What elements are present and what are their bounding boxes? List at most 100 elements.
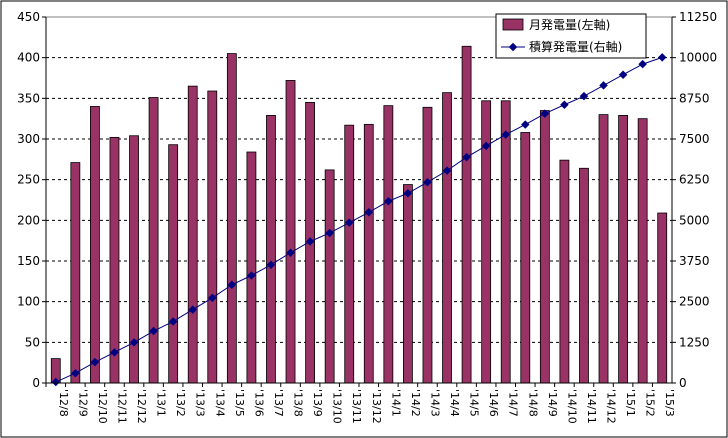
plot-area <box>45 16 673 384</box>
bar <box>539 110 550 384</box>
x-tick-label: '13/2 <box>174 389 187 417</box>
line-point <box>423 177 432 187</box>
x-tick-label: '13/5 <box>233 389 246 417</box>
x-tick-label: '14/12 <box>605 389 618 424</box>
bar <box>187 85 198 384</box>
line-point <box>110 348 119 357</box>
x-tick-label: '12/11 <box>115 389 128 424</box>
bar <box>657 212 668 384</box>
bar <box>618 115 628 384</box>
right-axis: 0 1250 2500 3750 5000 6250 7500 8750 10000 11250 <box>671 10 717 390</box>
right-tick-label: 0 <box>679 376 687 390</box>
x-tick-label: '15/2 <box>644 389 657 417</box>
left-tick-label: 150 <box>17 254 40 268</box>
bar <box>403 184 413 384</box>
legend-label-monthly: 月発電量(左軸) <box>529 17 610 32</box>
left-tick-label: 0 <box>32 376 40 390</box>
x-tick-label: '14/10 <box>565 389 578 424</box>
left-tick-label: 200 <box>17 213 40 227</box>
x-tick-label: '14/9 <box>546 389 559 417</box>
line-point <box>364 208 374 217</box>
left-tick-label: 300 <box>17 132 40 146</box>
x-tick-label: '13/7 <box>272 389 285 417</box>
x-tick-label: '14/7 <box>507 389 520 417</box>
bar <box>442 92 452 384</box>
bar <box>109 136 120 384</box>
legend: 月発電量(左軸) 積算発電量(右軸) <box>495 13 647 59</box>
line-point <box>90 357 100 367</box>
line-point <box>325 228 334 238</box>
x-tick-label: '12/9 <box>76 389 89 417</box>
x-tick-label: '14/8 <box>526 389 539 417</box>
bar <box>579 167 589 384</box>
x-tick-label: '13/11 <box>350 389 363 424</box>
line-point <box>149 326 158 336</box>
left-tick-label: 450 <box>17 10 40 24</box>
x-tick-label: '14/1 <box>389 389 402 417</box>
bar <box>344 124 355 384</box>
right-tick-label: 11250 <box>679 10 717 24</box>
x-tick-label: '13/4 <box>213 389 226 417</box>
bar <box>324 169 335 384</box>
line-point <box>305 237 315 246</box>
right-tick-label: 8750 <box>679 91 710 105</box>
bar <box>559 159 570 384</box>
line-point <box>384 196 393 206</box>
line-point <box>266 260 276 270</box>
right-tick-label: 3750 <box>679 254 710 268</box>
bar <box>461 45 472 384</box>
line-point <box>71 368 80 378</box>
line-point <box>208 293 217 303</box>
bar <box>598 114 609 384</box>
left-axis: 0 50 100 150 200 250 300 350 400 450 <box>17 10 47 390</box>
x-tick-label: '12/8 <box>57 389 70 417</box>
x-tick-label: '15/3 <box>663 389 676 417</box>
bar <box>90 106 100 384</box>
bar <box>207 90 218 384</box>
line-point <box>344 218 354 227</box>
cumulative-line <box>55 56 663 383</box>
left-tick-label: 100 <box>17 295 40 309</box>
bar <box>637 118 648 384</box>
bar <box>422 106 433 384</box>
left-tick-label: 350 <box>17 91 40 105</box>
right-tick-label: 2500 <box>679 295 710 309</box>
x-tick-label: '15/1 <box>624 389 637 417</box>
line-point <box>286 248 295 257</box>
x-tick-label: '14/11 <box>585 389 598 424</box>
line-point <box>168 317 178 326</box>
bar <box>383 105 394 384</box>
line-point <box>462 152 471 162</box>
bar <box>168 144 179 384</box>
line-point <box>129 338 139 347</box>
legend-label-cumulative: 積算発電量(右軸) <box>529 39 622 54</box>
bar <box>500 100 511 384</box>
x-tick-label: '13/8 <box>292 389 305 417</box>
line-point <box>442 166 452 175</box>
right-tick-label: 1250 <box>679 335 710 349</box>
line-point <box>51 377 61 387</box>
x-tick-label: '13/1 <box>155 389 168 417</box>
x-tick-label: '12/12 <box>135 389 148 424</box>
x-tick-label: '14/4 <box>448 389 461 417</box>
line-point <box>247 271 256 280</box>
x-tick-label: '13/6 <box>252 389 265 417</box>
left-tick-label: 50 <box>25 335 40 349</box>
x-tick-label: '13/9 <box>311 389 324 417</box>
x-tick-label: '13/3 <box>194 389 207 417</box>
legend-bar-swatch <box>502 18 524 31</box>
right-tick-label: 10000 <box>679 51 717 65</box>
x-tick-label: '13/10 <box>331 389 344 424</box>
x-axis: '12/8 '12/9 '12/10 '12/11 '12/12 '13/1 '13/2 '1… <box>45 382 676 424</box>
line-point <box>481 141 491 151</box>
line-layer <box>51 53 667 387</box>
x-tick-label: '14/5 <box>468 389 481 417</box>
left-tick-label: 250 <box>17 173 40 187</box>
bar <box>363 123 374 384</box>
left-tick-label: 400 <box>17 51 40 65</box>
line-point <box>501 130 510 139</box>
x-tick-label: '12/10 <box>96 389 109 424</box>
x-tick-label: '14/2 <box>409 389 422 417</box>
right-tick-label: 5000 <box>679 213 710 227</box>
